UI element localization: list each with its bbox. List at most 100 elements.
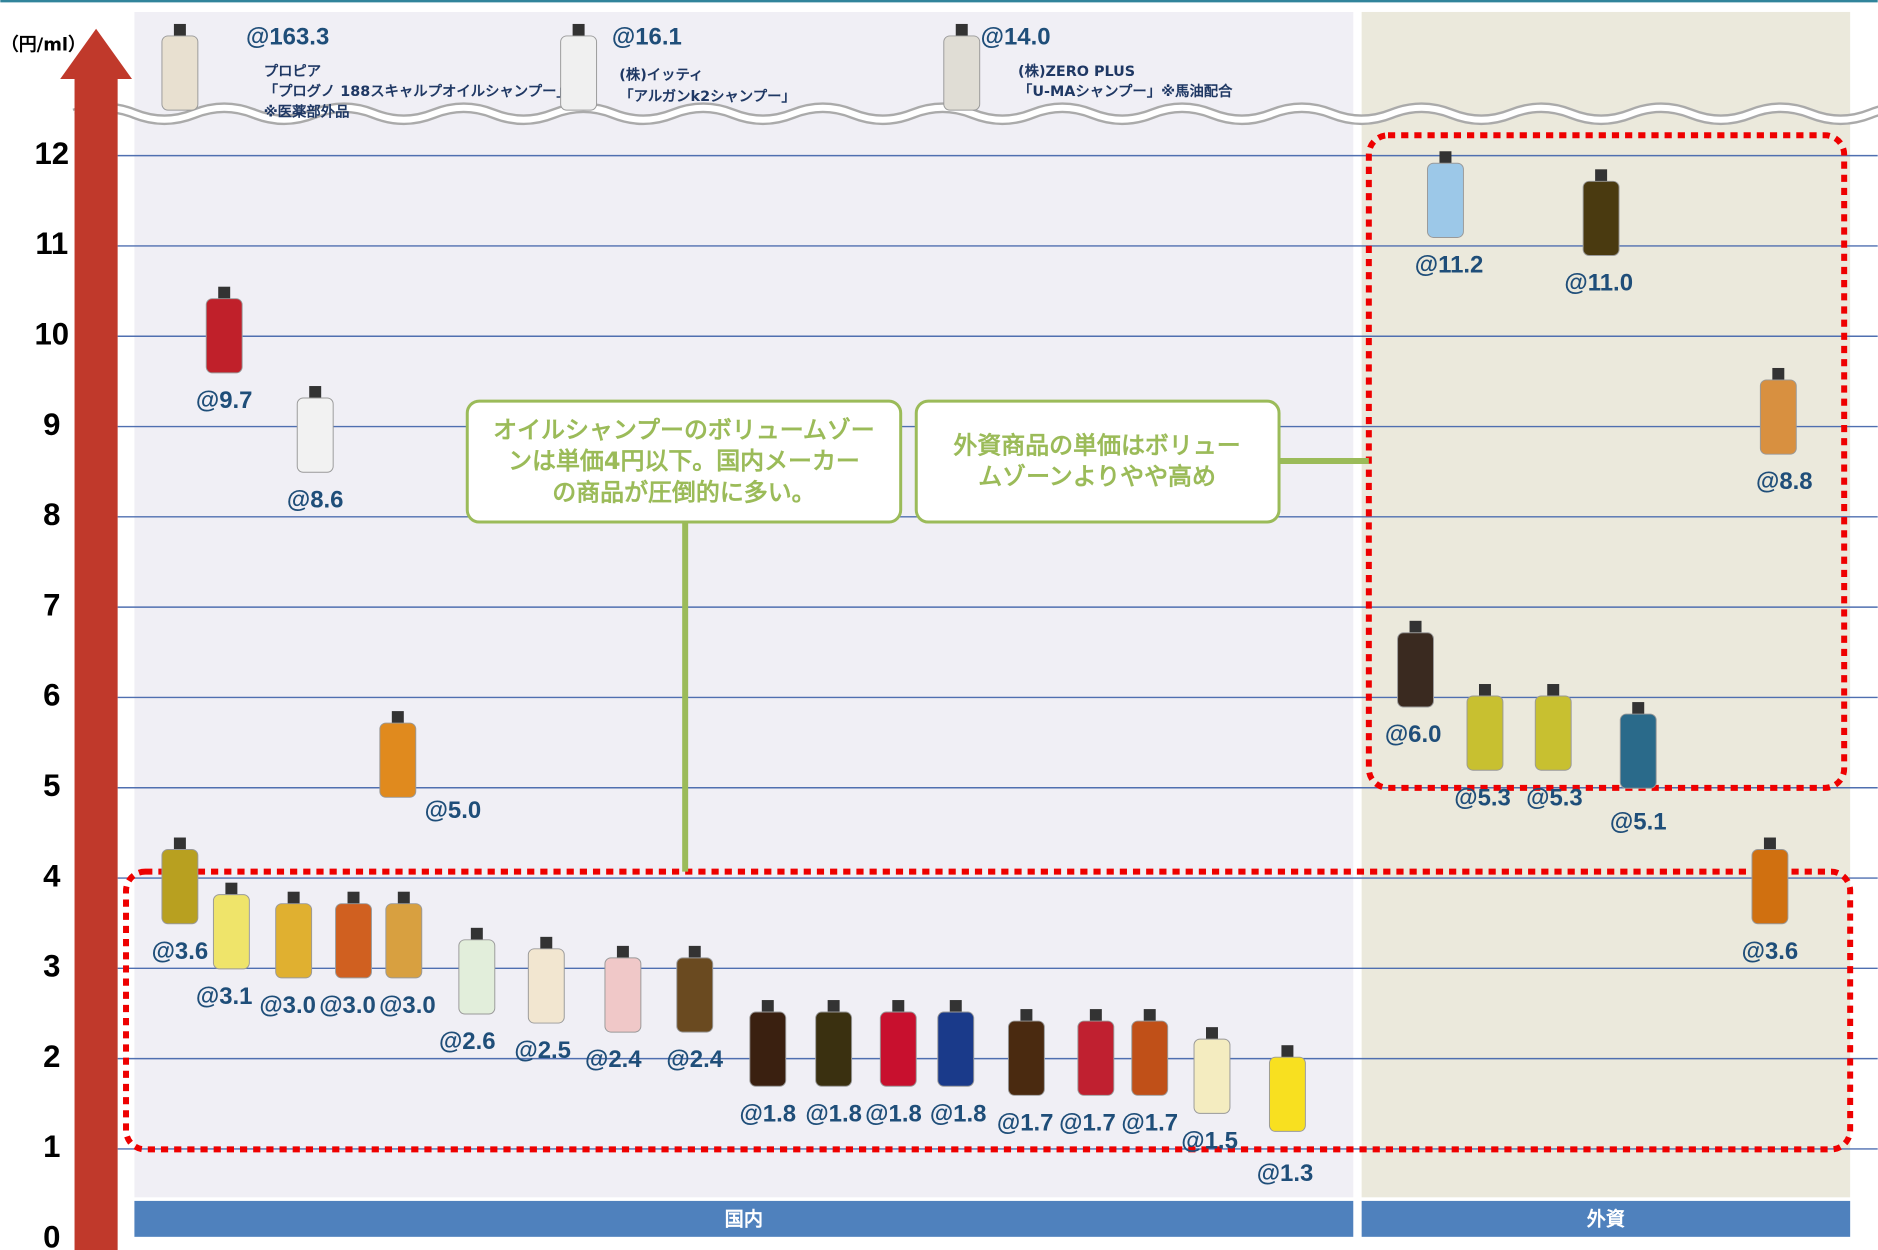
product [1619, 713, 1657, 789]
product-cap [1206, 1027, 1218, 1042]
callout-box [914, 399, 1281, 524]
group-label: 外資 [1586, 1208, 1625, 1231]
value-label: @9.7 [196, 387, 253, 414]
product [458, 939, 496, 1015]
product-cap [1143, 1009, 1156, 1024]
value-label: @11.0 [1564, 270, 1633, 297]
product-caption: 「アルガンk2シャンプー」 [619, 87, 795, 105]
product [1534, 695, 1572, 771]
product [1751, 849, 1789, 925]
product-cap [347, 891, 360, 907]
product [161, 849, 199, 925]
product-cap [1478, 684, 1491, 699]
value-label: @163.3 [246, 24, 329, 51]
value-label: @1.8 [930, 1100, 987, 1127]
product-cap [225, 882, 238, 898]
annotation: オイルシャンプーのボリュームゾー [493, 416, 875, 444]
product [212, 894, 250, 970]
product [296, 397, 334, 473]
product-cap [287, 891, 300, 907]
annotation: 外資商品の単価はボリュー [953, 432, 1240, 460]
unit-label: （円/ml） [1, 34, 86, 55]
product-cap [1772, 367, 1785, 383]
callout-box [465, 399, 903, 524]
product-cap [1089, 1009, 1102, 1024]
product-cap [761, 1000, 774, 1015]
axis-break-gap [73, 104, 1878, 123]
product-caption: 「U-MAシャンプー」※馬油配合 [1018, 82, 1233, 100]
y-tick-label: 11 [35, 226, 68, 261]
y-tick-label: 9 [43, 407, 60, 442]
product [1193, 1038, 1231, 1114]
product [1268, 1056, 1306, 1132]
value-label: @2.6 [439, 1028, 496, 1055]
product-caption: (株)イッティ [619, 65, 703, 83]
product [527, 948, 565, 1024]
value-label: @3.0 [379, 992, 436, 1019]
product [161, 35, 199, 111]
product-cap [1763, 837, 1776, 852]
group-bar [134, 1200, 1354, 1237]
product-cap [1547, 684, 1560, 699]
product-cap [572, 23, 585, 39]
value-label: @1.8 [805, 1100, 862, 1127]
y-tick-label: 12 [34, 136, 69, 171]
product [1582, 180, 1620, 257]
annotation: の商品が圧倒的に多い。 [552, 478, 815, 506]
product [1427, 162, 1464, 238]
product-cap [688, 945, 701, 961]
product [1007, 1020, 1045, 1096]
product [560, 35, 598, 111]
product [879, 1011, 917, 1087]
product-cap [309, 386, 322, 401]
product [335, 903, 372, 979]
value-label: @8.6 [287, 486, 344, 513]
product [943, 35, 981, 111]
product-cap [1409, 620, 1422, 636]
product [937, 1011, 975, 1087]
domestic-panel [134, 11, 1354, 1198]
annotation: ムゾーンよりやや高め [978, 463, 1216, 491]
product [385, 903, 423, 979]
value-label: @1.5 [1181, 1127, 1238, 1154]
product-cap [1632, 702, 1645, 717]
value-label: @5.3 [1454, 784, 1511, 811]
product-cap [540, 936, 553, 952]
product-caption: (株)ZERO PLUS [1018, 62, 1135, 80]
y-tick-label: 7 [43, 587, 60, 622]
product [604, 957, 642, 1033]
group-bar [1361, 1200, 1851, 1237]
product-cap [397, 891, 410, 907]
value-label: @5.3 [1526, 784, 1583, 811]
axis-arrow-head [60, 28, 133, 80]
value-label: @3.0 [259, 992, 316, 1019]
product-caption: ※医薬部外品 [264, 103, 350, 121]
product-cap [892, 1000, 905, 1015]
y-tick-label: 10 [34, 316, 69, 351]
product [1759, 379, 1797, 455]
product [676, 957, 714, 1033]
product-cap [949, 1000, 962, 1015]
value-label: @3.0 [319, 992, 376, 1019]
value-label: @1.7 [1059, 1109, 1116, 1136]
product [275, 903, 313, 979]
value-label: @1.7 [1121, 1109, 1178, 1136]
volume-zone-box [123, 868, 1854, 1153]
product [815, 1011, 853, 1087]
y-tick-label: 4 [43, 858, 61, 893]
product-cap [1595, 169, 1608, 184]
product-cap [1281, 1045, 1294, 1060]
value-label: @1.7 [997, 1109, 1054, 1136]
value-label: @5.0 [425, 797, 482, 824]
value-label: @11.2 [1415, 252, 1484, 279]
product-cap [955, 23, 968, 39]
value-label: @1.3 [1257, 1160, 1314, 1187]
product-cap [827, 1000, 840, 1015]
product-cap [391, 711, 404, 726]
value-label: @5.1 [1610, 808, 1667, 835]
value-label: @2.4 [585, 1046, 642, 1073]
value-label: @1.8 [865, 1100, 922, 1127]
y-tick-label: 2 [43, 1039, 60, 1074]
product-cap [1439, 151, 1452, 166]
value-label: @2.5 [514, 1037, 571, 1064]
